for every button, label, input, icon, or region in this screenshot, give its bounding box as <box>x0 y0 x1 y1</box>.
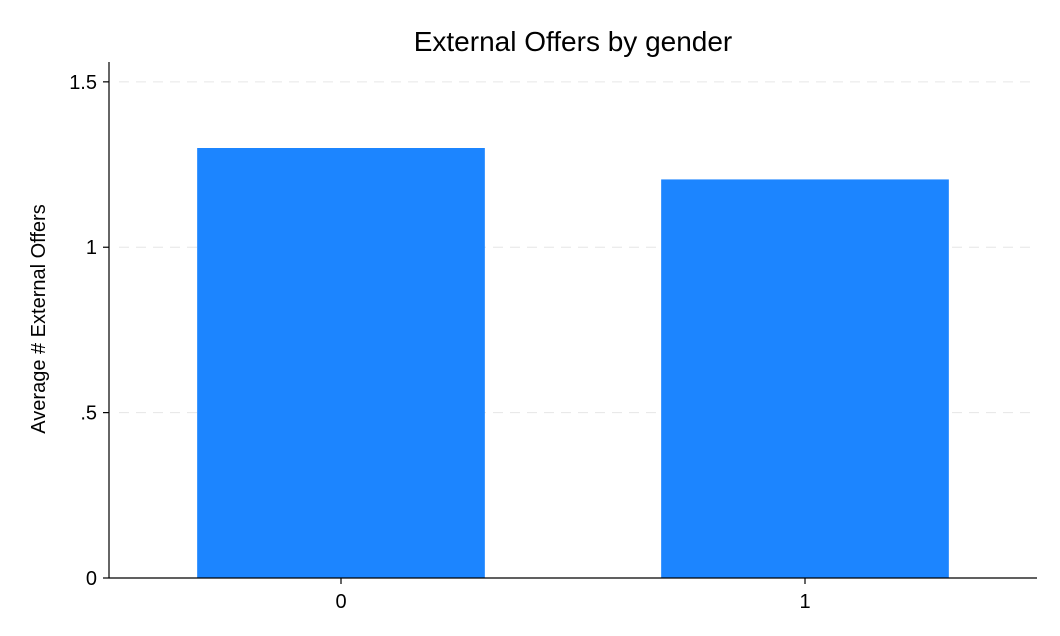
y-tick-label: .5 <box>80 403 97 425</box>
y-ticks: 0 .5 1 1.5 <box>69 72 109 590</box>
y-tick-label: 1.5 <box>69 72 97 94</box>
axes <box>108 62 1037 579</box>
y-tick-label: 0 <box>86 568 97 590</box>
x-tick-label: 0 <box>335 591 346 613</box>
bar-0 <box>197 148 485 578</box>
y-tick-label: 1 <box>86 237 97 259</box>
bars <box>197 148 949 578</box>
bar-1 <box>661 179 949 578</box>
x-tick-label: 1 <box>799 591 810 613</box>
chart-title: External Offers by gender <box>414 26 733 57</box>
y-axis-label: Average # External Offers <box>28 204 50 433</box>
